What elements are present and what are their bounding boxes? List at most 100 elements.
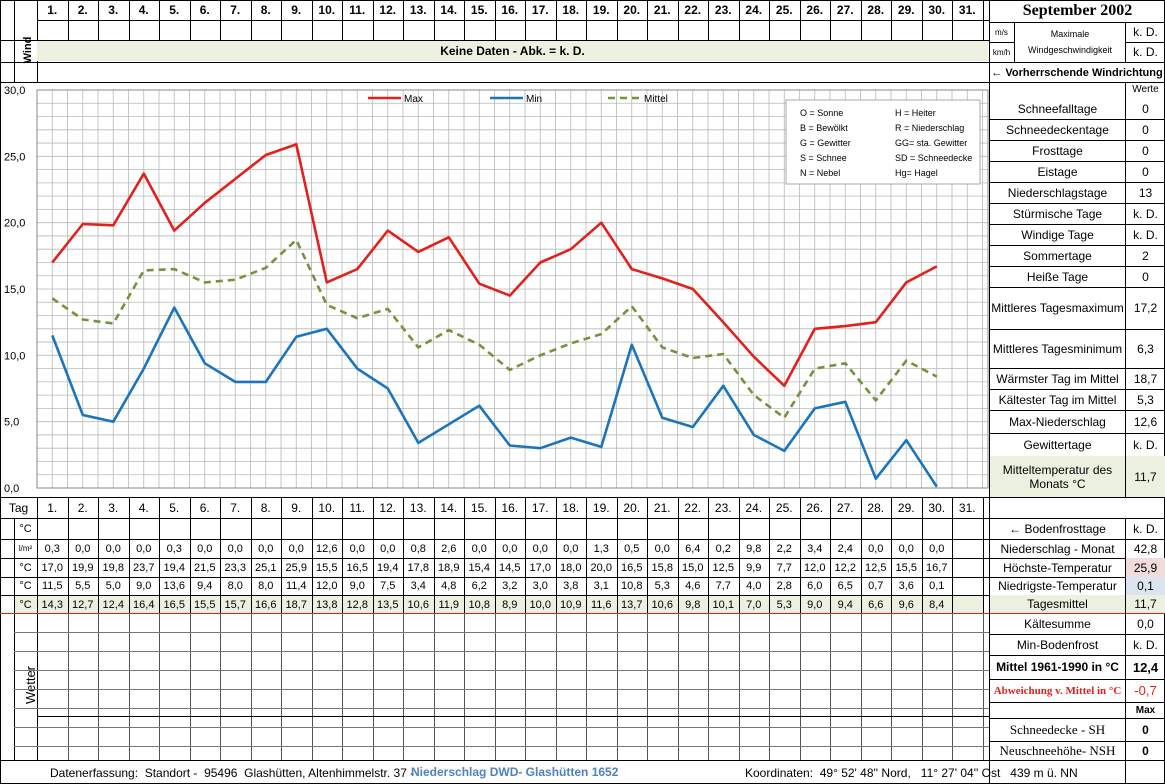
grid-line bbox=[129, 0, 130, 40]
grid-line bbox=[0, 577, 990, 578]
grid-line bbox=[922, 613, 923, 760]
day-header: 27. bbox=[836, 3, 854, 17]
day-header: 20. bbox=[623, 3, 641, 17]
abbrev-item: Hg= Hagel bbox=[895, 168, 938, 178]
side-stat-value: 18,7 bbox=[1133, 371, 1158, 386]
grid-line bbox=[98, 613, 99, 760]
day-header: 31. bbox=[958, 3, 976, 17]
grid-line bbox=[891, 613, 892, 760]
table-cell: 0,0 bbox=[227, 542, 243, 555]
side-summary-label: Min-Bodenfrost bbox=[1016, 637, 1099, 652]
table-cell: 9,0 bbox=[799, 595, 830, 614]
table-day-header: 27. bbox=[836, 501, 854, 515]
table-day-header: 4. bbox=[138, 501, 149, 515]
abbrev-item: H = Heiter bbox=[895, 108, 936, 118]
table-row-unit: °C bbox=[14, 595, 37, 614]
grid-line bbox=[342, 613, 343, 760]
day-header: 26. bbox=[806, 3, 824, 17]
grid-line bbox=[990, 558, 1165, 559]
grid-line bbox=[990, 655, 1165, 656]
grid-line bbox=[990, 389, 1165, 390]
grid-line bbox=[312, 497, 313, 613]
grid-line bbox=[861, 613, 862, 760]
table-day-header: 16. bbox=[501, 501, 519, 515]
grid-line bbox=[525, 0, 526, 40]
side-summary-label: Niedrigste-Temperatur bbox=[998, 579, 1117, 593]
table-cell: 11,4 bbox=[285, 580, 307, 592]
grid-line bbox=[0, 760, 1165, 761]
grid-line bbox=[989, 22, 1165, 23]
grid-line bbox=[990, 634, 1165, 635]
day-header: 10. bbox=[318, 3, 336, 17]
table-cell: 8,4 bbox=[921, 595, 952, 614]
grid-line bbox=[739, 613, 740, 760]
table-cell: 9,8 bbox=[677, 595, 708, 614]
table-cell: 0,8 bbox=[410, 542, 426, 555]
legend-label: Mittel bbox=[644, 94, 668, 105]
table-cell: 13,7 bbox=[616, 595, 647, 614]
table-cell bbox=[98, 518, 129, 539]
y-tick-label: 25,0 bbox=[4, 151, 25, 163]
wind-unit-kmh: km/h bbox=[992, 47, 1011, 57]
grid-line bbox=[861, 497, 862, 613]
grid-line bbox=[0, 539, 990, 540]
grid-line bbox=[769, 497, 770, 613]
table-cell: 0,5 bbox=[624, 542, 640, 555]
grid-line bbox=[990, 760, 1165, 761]
grid-line bbox=[190, 613, 191, 760]
y-tick-label: 15,0 bbox=[4, 284, 25, 296]
grid-line bbox=[586, 613, 587, 760]
side-stat-value: 11,7 bbox=[1126, 456, 1165, 497]
table-day-header: 7. bbox=[230, 501, 241, 515]
grid-line bbox=[586, 0, 587, 40]
grid-line bbox=[586, 497, 587, 613]
grid-line bbox=[830, 0, 831, 40]
wind-unit-ms: m/s bbox=[995, 27, 1008, 37]
table-cell bbox=[464, 518, 495, 539]
side-summary-value: -0,7 bbox=[1134, 683, 1157, 698]
side-stat-label: Schneedeckentage bbox=[1006, 122, 1109, 137]
table-day-header: 24. bbox=[745, 501, 763, 515]
grid-line bbox=[1126, 82, 1165, 83]
table-cell bbox=[891, 518, 922, 539]
y-tick-label: 5,0 bbox=[4, 417, 19, 429]
day-header: 3. bbox=[108, 3, 119, 17]
side-stat-value: 0 bbox=[1142, 122, 1149, 137]
grid-line bbox=[251, 613, 252, 760]
footer-coordinates: Koordinaten: 49° 52' 48'' Nord, 11° 27' … bbox=[745, 766, 1078, 780]
table-cell: 0,0 bbox=[929, 542, 945, 555]
side-stat-label: Sommertage bbox=[1023, 248, 1092, 263]
table-cell: 0,3 bbox=[166, 542, 182, 555]
day-header: 18. bbox=[562, 3, 580, 17]
table-day-header: 25. bbox=[775, 501, 793, 515]
side-summary-label: Mittel 1961-1990 in °C bbox=[996, 660, 1119, 674]
table-cell: 0,0 bbox=[105, 542, 121, 555]
table-cell bbox=[556, 518, 587, 539]
day-header: 24. bbox=[745, 3, 763, 17]
table-row-unit: °C bbox=[19, 580, 32, 592]
side-stat-value: 0 bbox=[1142, 269, 1149, 284]
table-cell: 19,8 bbox=[102, 561, 124, 574]
grid-line bbox=[800, 613, 801, 760]
table-cell: 0,0 bbox=[349, 542, 365, 555]
grid-line bbox=[14, 727, 990, 728]
grid-line bbox=[647, 0, 648, 40]
table-cell: 12,7 bbox=[67, 595, 98, 614]
grid-line bbox=[68, 0, 69, 40]
wind-direction-label: ← Vorherrschende Windrichtung bbox=[991, 67, 1163, 79]
table-cell bbox=[617, 518, 648, 539]
table-cell bbox=[647, 518, 678, 539]
table-cell bbox=[312, 518, 343, 539]
table-cell: 17,0 bbox=[41, 561, 63, 574]
side-stat-value: 6,3 bbox=[1137, 341, 1154, 356]
table-cell: 0,0 bbox=[136, 542, 152, 555]
side-stat-label: Mittleres Tagesminimum bbox=[992, 341, 1123, 356]
table-cell bbox=[769, 518, 800, 539]
table-cell: 6,6 bbox=[860, 595, 891, 614]
side-summary-value: 25,9 bbox=[1126, 558, 1165, 577]
side-stat-value: 12,6 bbox=[1133, 414, 1158, 429]
grid-line bbox=[990, 741, 1165, 742]
table-cell: 12,0 bbox=[804, 561, 826, 574]
grid-line bbox=[922, 0, 923, 40]
table-cell: 6,4 bbox=[685, 542, 701, 555]
